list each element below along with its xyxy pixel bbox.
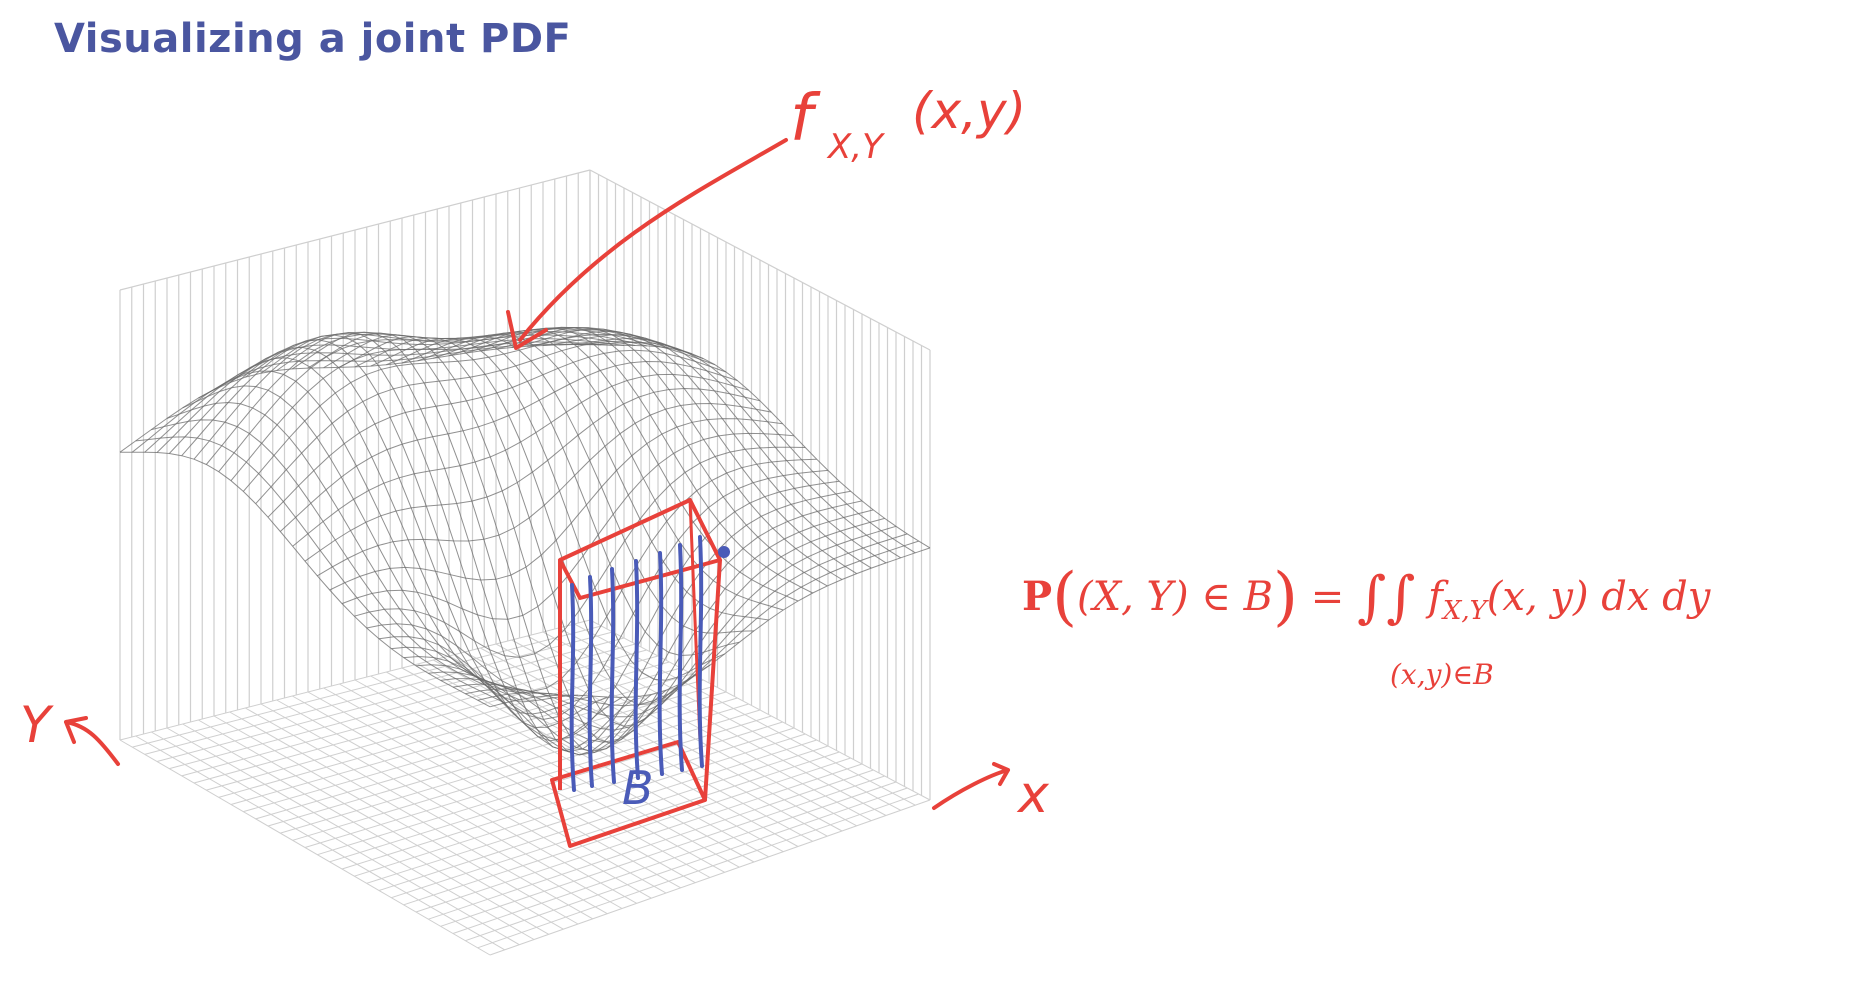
floor-gridline: [477, 793, 919, 949]
floor-gridline: [440, 775, 885, 927]
surface-meshline: [542, 334, 887, 564]
prism-fill-lines: [569, 535, 704, 792]
surface-meshline: [378, 469, 829, 720]
prism-corner-dot: [718, 546, 730, 558]
prism-right-edge: [703, 559, 722, 801]
surface-meshline: [558, 337, 901, 559]
plot-back-walls: [119, 169, 931, 800]
surface-meshline: [511, 328, 857, 575]
plot-floor-grid: [119, 619, 931, 956]
wall-top-edge: [119, 169, 591, 291]
surface-meshline: [267, 349, 727, 518]
floor-gridline: [558, 627, 901, 811]
surface-meshline: [527, 330, 872, 569]
floor-gridline: [574, 623, 916, 806]
formula-close-paren: ): [1273, 560, 1298, 634]
floor-gridline: [465, 787, 908, 942]
surface-meshline: [329, 418, 783, 591]
surface-meshline: [354, 337, 711, 706]
region-b-prism: B: [550, 498, 730, 848]
surface-pointer-arrowhead: [506, 310, 548, 350]
prism-hatch-line: [677, 543, 684, 772]
surface-meshline: [386, 337, 740, 657]
surface-meshline: [276, 332, 637, 752]
surface-meshline: [230, 329, 693, 482]
surface-meshline: [317, 402, 772, 577]
wall-top-edge: [589, 169, 931, 351]
formula-integrand-rest: (x, y) dx dy: [1486, 574, 1711, 620]
surface-meshline: [255, 340, 715, 505]
region-label-b: B: [622, 761, 654, 815]
surface-label-args: (x,y): [912, 82, 1026, 140]
axis-x-arrow: [932, 762, 1010, 810]
surface-meshline: [166, 401, 535, 698]
axis-label-y: Y: [20, 696, 54, 754]
surface-meshline: [440, 517, 885, 743]
axis-label-x: x: [1016, 765, 1050, 825]
surface-meshline: [589, 343, 931, 549]
formula-event: (X, Y) ∈ B: [1077, 574, 1274, 620]
slide-title: Visualizing a joint PDF: [54, 16, 572, 62]
floor-gridline: [452, 781, 897, 934]
surface-meshline: [495, 327, 843, 580]
prism-hatch-line: [587, 575, 594, 788]
floor-gridline: [589, 619, 931, 801]
prism-hatch-line: [609, 567, 616, 784]
floor-gridline: [480, 647, 828, 837]
surface-meshline: [279, 360, 738, 532]
formula-region-subscript: (x,y)∈B: [1390, 658, 1494, 691]
floor-gridline: [448, 655, 799, 847]
surface-meshline: [292, 373, 749, 547]
surface-meshline: [213, 357, 579, 702]
surface-label: f X,Y (x,y): [790, 82, 1026, 167]
surface-label-f: f: [790, 82, 821, 156]
probability-formula: P((X, Y) ∈ B) = ∫∫ fX,Y(x, y) dx dy: [1022, 560, 1710, 634]
prism-hatch-line: [633, 559, 640, 780]
prism-hatch-line: [697, 535, 704, 768]
pdf-surface-mesh: [119, 326, 931, 756]
formula-prob: P: [1022, 573, 1053, 620]
axis-y-arrow: [64, 716, 120, 766]
surface-meshline: [574, 341, 916, 554]
formula-open-paren: (: [1052, 560, 1078, 634]
surface-label-sub: X,Y: [826, 127, 885, 167]
surface-meshline: [489, 547, 931, 708]
formula-equals: =: [1297, 574, 1357, 620]
surface-meshline: [198, 370, 564, 696]
surface-meshline: [245, 339, 608, 729]
formula-integrand-sub: X,Y: [1442, 596, 1487, 626]
prism-hatch-line: [569, 583, 576, 792]
floor-gridline: [489, 799, 931, 956]
surface-pointer-arrow: [518, 138, 788, 342]
prism-hatch-line: [657, 551, 664, 776]
floor-gridline: [542, 631, 887, 816]
formula-integrand-f: f: [1428, 574, 1443, 620]
formula-integral: ∫∫: [1356, 565, 1416, 630]
